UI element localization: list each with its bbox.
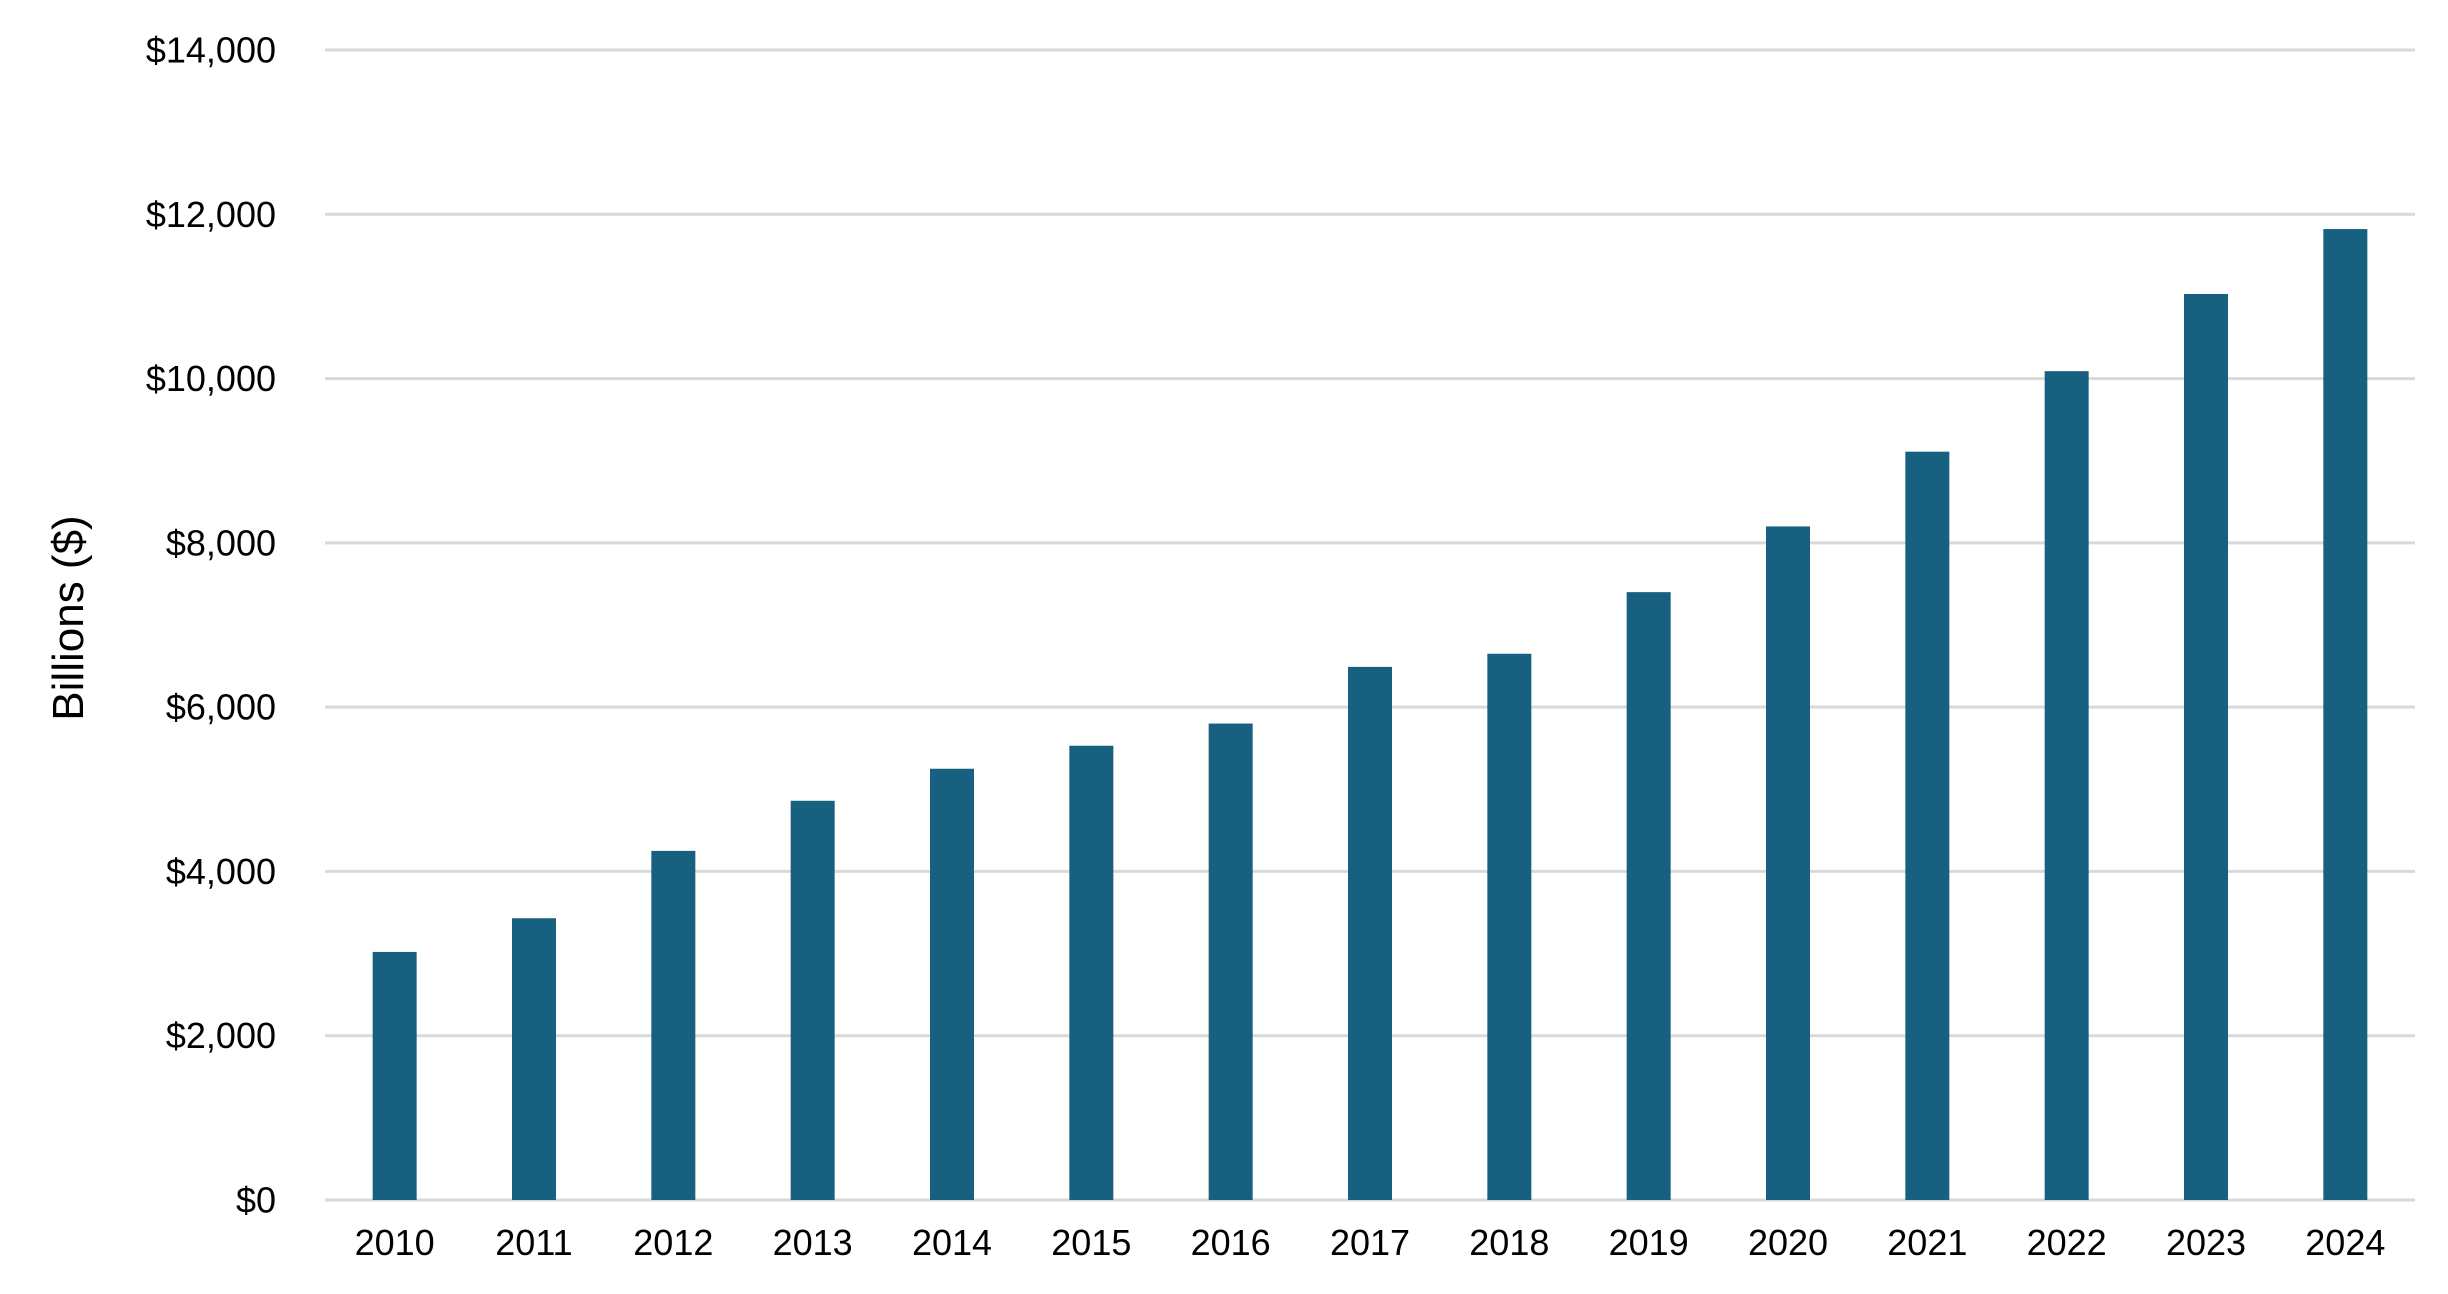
bar-2017	[1348, 666, 1392, 1200]
bar-2022	[2044, 371, 2089, 1200]
bar-2015	[1069, 745, 1114, 1200]
bar-2011	[512, 918, 556, 1200]
y-tick-label: $6,000	[166, 687, 276, 728]
bar-2020	[1766, 526, 1810, 1200]
x-tick-label: 2020	[1748, 1222, 1828, 1263]
x-tick-label: 2016	[1191, 1222, 1271, 1263]
y-tick-label: $14,000	[146, 30, 276, 71]
bar-2012	[651, 850, 696, 1200]
y-axis-tick-labels: $0 $2,000 $4,000 $6,000 $8,000 $10,000 $12,000…	[146, 30, 276, 1221]
x-tick-label: 2022	[2027, 1222, 2107, 1263]
bar-2021	[1905, 451, 1950, 1200]
x-tick-label: 2014	[912, 1222, 992, 1263]
y-tick-label: $4,000	[166, 851, 276, 892]
bar-2010	[372, 951, 417, 1200]
x-axis-tick-labels: 2010 2011 2012 2013 2014 2015 2016 2017 2018 2019…	[355, 1222, 2386, 1263]
x-tick-label: 2018	[1469, 1222, 1549, 1263]
x-tick-label: 2011	[495, 1222, 572, 1263]
x-tick-label: 2012	[633, 1222, 713, 1263]
x-tick-label: 2021	[1887, 1222, 1967, 1263]
bar-2023	[2184, 293, 2228, 1200]
bar-2018	[1487, 653, 1532, 1200]
bar-2014	[930, 768, 974, 1200]
bar-2013	[790, 800, 835, 1200]
x-tick-label: 2015	[1051, 1222, 1131, 1263]
y-tick-label: $8,000	[166, 522, 276, 563]
x-tick-label: 2024	[2305, 1222, 2385, 1263]
y-tick-label: $0	[236, 1180, 276, 1221]
x-tick-label: 2019	[1609, 1222, 1689, 1263]
y-tick-label: $2,000	[166, 1015, 276, 1056]
bar-2016	[1208, 723, 1253, 1200]
y-tick-label: $12,000	[146, 194, 276, 235]
bar-2024	[2323, 229, 2368, 1201]
y-axis-title: Billions ($)	[44, 515, 93, 720]
x-tick-label: 2013	[773, 1222, 853, 1263]
x-tick-label: 2023	[2166, 1222, 2246, 1263]
x-tick-label: 2010	[355, 1222, 435, 1263]
x-tick-label: 2017	[1330, 1222, 1410, 1263]
bars	[372, 229, 2368, 1201]
bar-2019	[1626, 592, 1671, 1200]
y-tick-label: $10,000	[146, 358, 276, 399]
